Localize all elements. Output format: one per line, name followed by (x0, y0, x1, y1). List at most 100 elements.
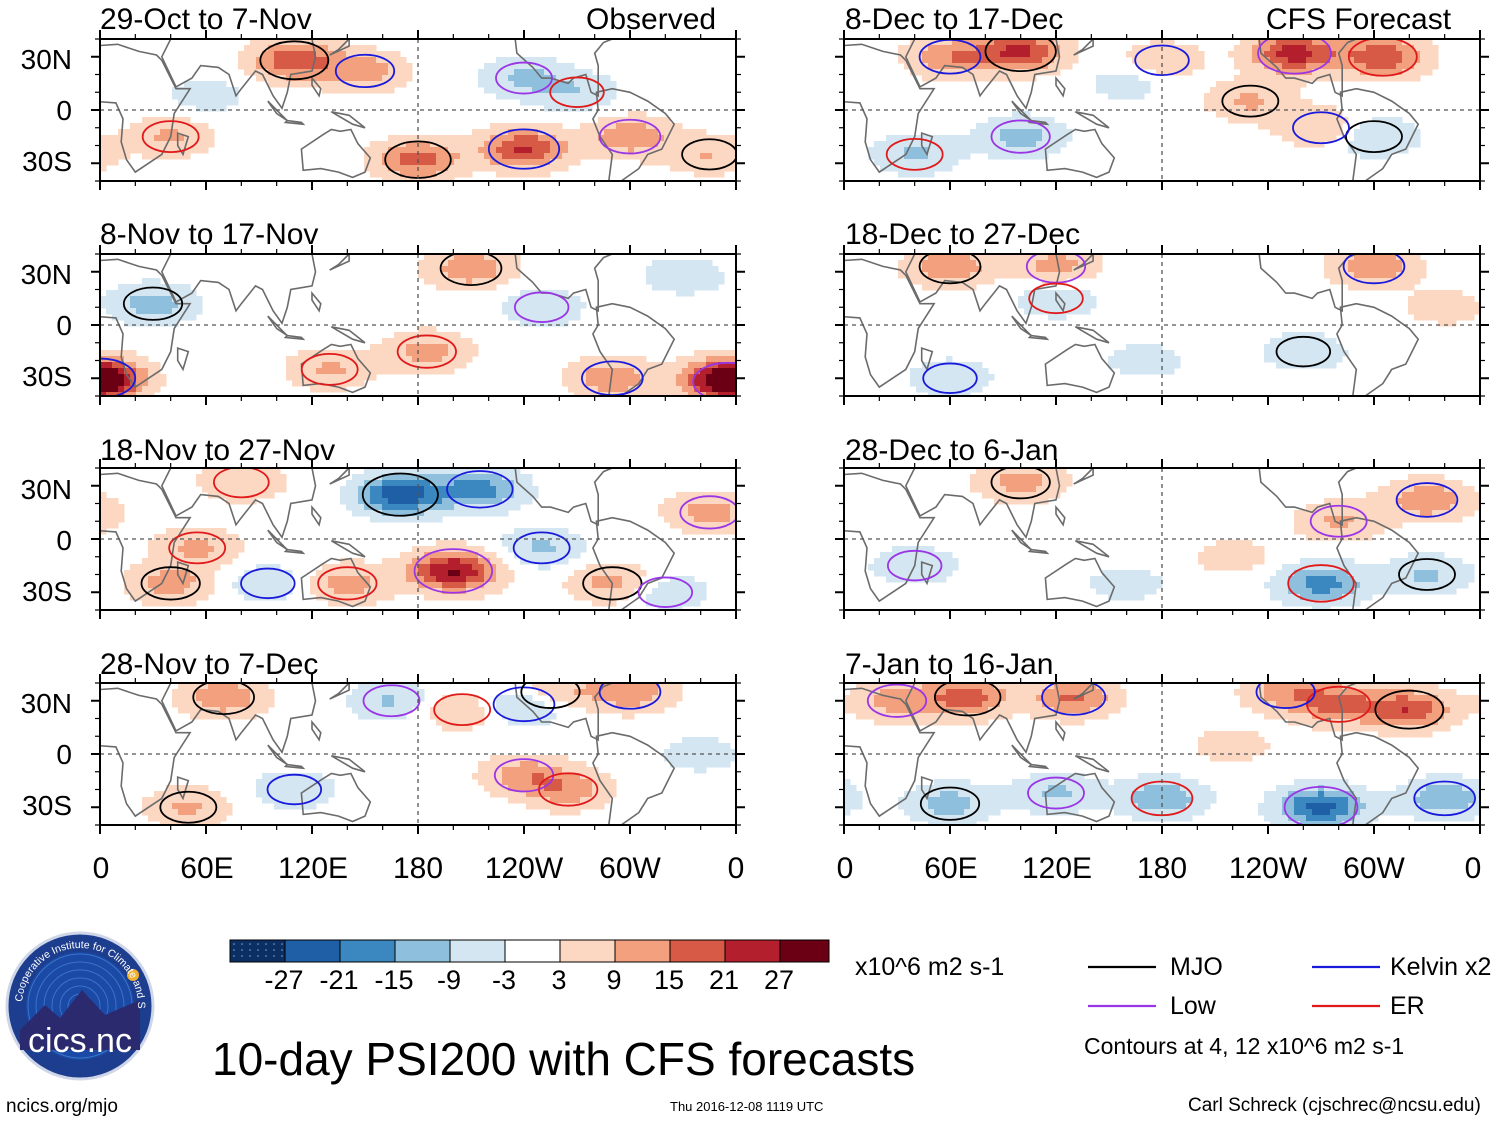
anomaly-cell (706, 516, 713, 523)
anomaly-cell (370, 582, 377, 589)
anomaly-cell (1318, 75, 1325, 82)
anomaly-cell (526, 135, 533, 142)
anomaly-cell (718, 504, 725, 511)
anomaly-cell (154, 791, 161, 798)
anomaly-cell (634, 707, 641, 714)
anomaly-cell (556, 153, 563, 160)
anomaly-cell (574, 689, 581, 696)
anomaly-cell (532, 779, 539, 786)
anomaly-cell (688, 260, 695, 267)
anomaly-cell (1402, 141, 1409, 148)
anomaly-cell (184, 540, 191, 547)
anomaly-cell (988, 51, 995, 58)
anomaly-cell (580, 105, 587, 112)
anomaly-cell (376, 350, 383, 357)
anomaly-cell (184, 791, 191, 798)
anomaly-cell (346, 63, 353, 70)
anomaly-cell (142, 582, 149, 589)
anomaly-cell (1396, 69, 1403, 76)
anomaly-cell (250, 51, 257, 58)
anomaly-cell (610, 689, 617, 696)
anomaly-cell (490, 468, 497, 475)
anomaly-cell (700, 504, 707, 511)
anomaly-cell (466, 713, 473, 720)
anomaly-cell (610, 81, 617, 88)
anomaly-cell (688, 516, 695, 523)
anomaly-cell (394, 558, 401, 565)
anomaly-cell (130, 284, 137, 291)
anomaly-cell (400, 362, 407, 369)
anomaly-cell (304, 368, 311, 375)
anomaly-cell (424, 570, 431, 577)
anomaly-cell (1036, 51, 1043, 58)
anomaly-cell (676, 522, 683, 529)
anomaly-cell (256, 701, 263, 708)
anomaly-cell (700, 594, 707, 601)
anomaly-cell (454, 725, 461, 732)
anomaly-cell (658, 701, 665, 708)
anomaly-cell (454, 266, 461, 273)
anomaly-cell (454, 356, 461, 363)
anomaly-cell (520, 492, 527, 499)
anomaly-cell (364, 356, 371, 363)
anomaly-cell (1216, 93, 1223, 100)
anomaly-cell (514, 314, 521, 321)
anomaly-cell (490, 480, 497, 487)
anomaly-cell (244, 576, 251, 583)
anomaly-cell (244, 582, 251, 589)
anomaly-cell (196, 123, 203, 130)
anomaly-cell (694, 278, 701, 285)
anomaly-cell (1030, 141, 1037, 148)
anomaly-cell (370, 564, 377, 571)
anomaly-cell (724, 386, 731, 393)
anomaly-cell (112, 296, 119, 303)
anomaly-cell (268, 474, 275, 481)
anomaly-cell (406, 338, 413, 345)
anomaly-cell (394, 510, 401, 517)
anomaly-cell (520, 546, 527, 553)
anomaly-cell (1168, 39, 1175, 46)
anomaly-cell (676, 165, 683, 172)
anomaly-cell (472, 558, 479, 565)
anomaly-cell (358, 362, 365, 369)
anomaly-cell (166, 552, 173, 559)
anomaly-cell (166, 153, 173, 160)
anomaly-cell (1324, 69, 1331, 76)
anomaly-cell (406, 498, 413, 505)
anomaly-cell (1024, 57, 1031, 64)
anomaly-cell (544, 534, 551, 541)
anomaly-cell (412, 171, 419, 178)
anomaly-cell (502, 540, 509, 547)
anomaly-cell (562, 63, 569, 70)
anomaly-cell (430, 326, 437, 333)
anomaly-cell (298, 380, 305, 387)
anomaly-cell (1264, 39, 1271, 46)
anomaly-cell (304, 51, 311, 58)
anomaly-cell (1414, 129, 1421, 136)
anomaly-cell (364, 468, 371, 475)
anomaly-cell (574, 314, 581, 321)
anomaly-cell (538, 564, 545, 571)
anomaly-cell (448, 272, 455, 279)
anomaly-cell (556, 534, 563, 541)
anomaly-cell (526, 93, 533, 100)
anomaly-cell (652, 278, 659, 285)
anomaly-cell (388, 362, 395, 369)
anomaly-cell (202, 468, 209, 475)
anomaly-cell (508, 141, 515, 148)
anomaly-cell (178, 809, 185, 816)
anomaly-cell (310, 350, 317, 357)
anomaly-cell (406, 701, 413, 708)
anomaly-cell (460, 165, 467, 172)
anomaly-cell (538, 558, 545, 565)
anomaly-cell (1396, 63, 1403, 70)
anomaly-cell (100, 362, 107, 369)
anomaly-cell (466, 570, 473, 577)
anomaly-cell (1318, 141, 1325, 148)
anomaly-cell (370, 683, 377, 690)
anomaly-cell (670, 504, 677, 511)
anomaly-cell (316, 582, 323, 589)
anomaly-cell (616, 380, 623, 387)
anomaly-cell (268, 486, 275, 493)
anomaly-cell (478, 129, 485, 136)
